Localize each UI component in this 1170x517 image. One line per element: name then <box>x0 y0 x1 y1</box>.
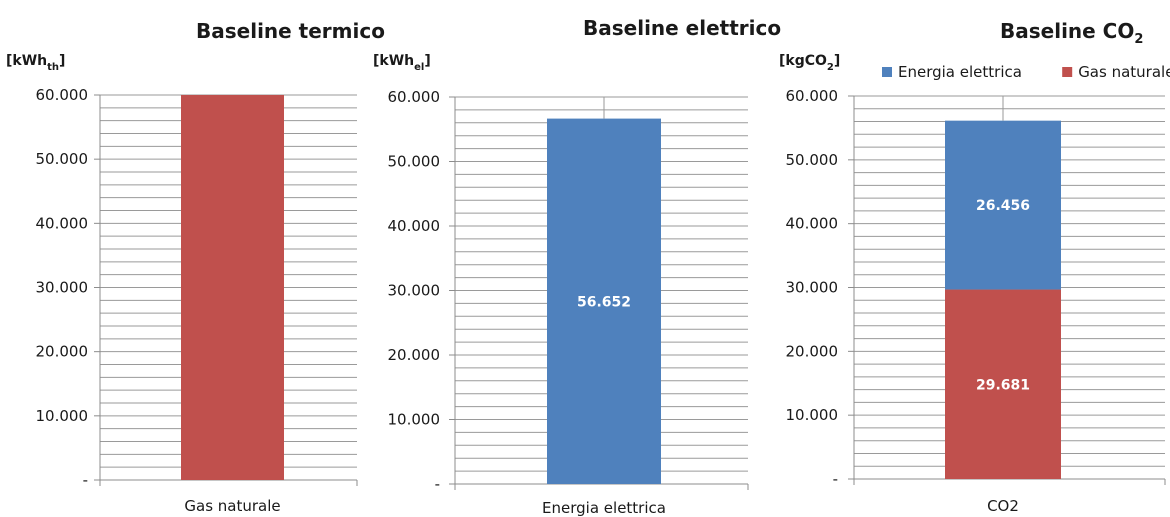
data-label: 26.456 <box>976 198 1030 214</box>
category-label: Gas naturale <box>184 497 280 515</box>
chart-title: Baseline CO2 <box>1000 19 1143 47</box>
y-tick-label: 40.000 <box>388 217 441 235</box>
y-tick-label: 60.000 <box>388 88 441 106</box>
legend-label: Gas naturale <box>1078 63 1170 81</box>
bar-energia-elettrica <box>547 118 661 484</box>
data-label: 29.681 <box>976 377 1030 393</box>
legend-swatch <box>1062 67 1073 77</box>
y-tick-label: - <box>833 470 838 488</box>
unit-label: [kWhel] <box>373 53 431 73</box>
chart-panel-2: Baseline elettrico [kWhel] - 10.000 20.000 30… <box>373 16 781 517</box>
y-tick-label: 20.000 <box>388 346 441 364</box>
y-tick-label: 30.000 <box>786 279 839 297</box>
category-label: CO2 <box>987 497 1019 515</box>
y-tick-label: 10.000 <box>36 407 89 425</box>
chart-title: Baseline elettrico <box>583 16 781 40</box>
y-tick-label: 60.000 <box>36 86 89 104</box>
legend-label: Energia elettrica <box>898 63 1022 81</box>
y-tick-label: 50.000 <box>786 151 839 169</box>
y-tick-label: 30.000 <box>36 279 89 297</box>
legend: Energia elettrica Gas naturale <box>882 63 1170 81</box>
y-tick-label: 40.000 <box>36 214 89 232</box>
chart-panel-1: Baseline termico [kWhth] - 10.000 20.000 30.0… <box>6 19 385 515</box>
y-tick-label: 10.000 <box>786 406 839 424</box>
y-tick-label: - <box>83 471 88 489</box>
chart-panel-3: Baseline CO2 [kgCO2] - 10.000 20.000 30.000 40… <box>779 19 1170 515</box>
y-tick-label: 10.000 <box>388 411 441 429</box>
data-label: 56.652 <box>577 294 631 310</box>
legend-swatch <box>882 67 892 77</box>
y-tick-label: 30.000 <box>388 282 441 300</box>
y-tick-label: 50.000 <box>388 153 441 171</box>
bar-gas-naturale <box>945 289 1061 479</box>
bar-gas-naturale <box>181 95 284 480</box>
unit-label: [kWhth] <box>6 53 65 73</box>
y-tick-label: 20.000 <box>786 342 839 360</box>
y-tick-label: - <box>435 475 440 493</box>
chart-title: Baseline termico <box>196 19 385 43</box>
category-label: Energia elettrica <box>542 499 666 517</box>
y-tick-label: 20.000 <box>36 343 89 361</box>
unit-label: [kgCO2] <box>779 53 840 73</box>
y-tick-label: 60.000 <box>786 87 839 105</box>
y-tick-label: 40.000 <box>786 215 839 233</box>
bar-energia-elettrica <box>945 120 1061 290</box>
y-tick-label: 50.000 <box>36 150 89 168</box>
